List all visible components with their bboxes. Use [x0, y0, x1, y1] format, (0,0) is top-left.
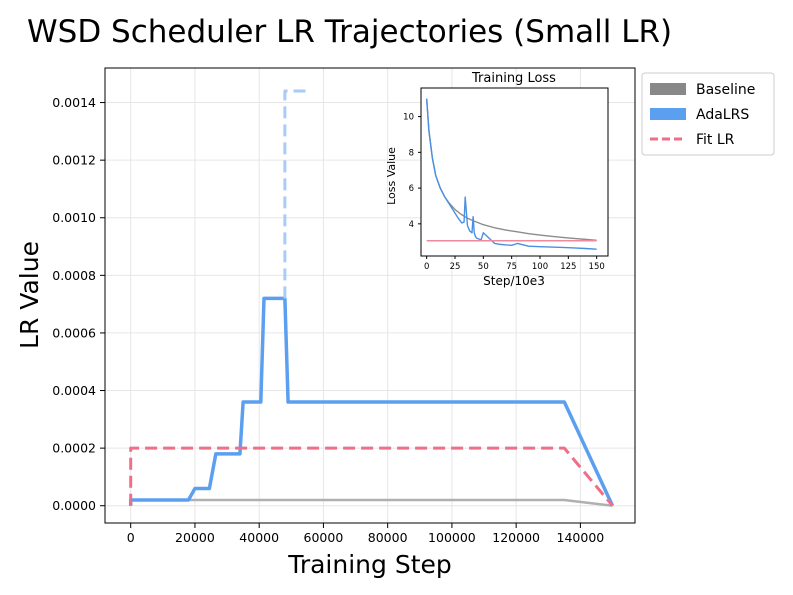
- y-tick-label: 0.0012: [52, 153, 96, 168]
- x-tick-label: 140000: [557, 530, 605, 545]
- x-axis-label: Training Step: [287, 550, 452, 579]
- x-tick-label: 40000: [239, 530, 279, 545]
- x-tick-label: 125: [560, 262, 576, 272]
- main-plot-area: [128, 89, 615, 507]
- x-tick-label: 80000: [368, 530, 408, 545]
- x-tick-label: 120000: [492, 530, 540, 545]
- legend: Baseline AdaLRS Fit LR: [641, 72, 775, 156]
- x-tick-label: 75: [506, 262, 517, 272]
- y-tick-label: 0.0006: [52, 325, 96, 340]
- inset-background: [421, 88, 608, 256]
- inset-chart: 0 25 50 75 100 125 150 4 6 8 10 Training Loss Ste…: [385, 71, 609, 288]
- y-tick-label: 4: [409, 220, 414, 230]
- series-line-fit-lr: [129, 446, 614, 507]
- series-line-adalrs: [128, 296, 615, 507]
- main-y-axis: 0.0000 0.0002 0.0004 0.0006 0.0008 0.0010 0.00…: [52, 95, 105, 513]
- y-tick-label: 0.0008: [52, 268, 96, 283]
- x-tick-label: 0: [127, 530, 135, 545]
- inset-title: Training Loss: [471, 71, 556, 86]
- inset-plot-area: [425, 98, 597, 250]
- y-tick-label: 0.0010: [52, 210, 96, 225]
- inset-y-axis: 4 6 8 10: [403, 113, 421, 230]
- y-tick-label: 6: [409, 184, 414, 194]
- legend-swatch-baseline: [650, 83, 686, 95]
- main-axes-frame: [104, 67, 636, 524]
- legend-swatch-adalrs: [650, 108, 686, 120]
- series-line-adalrs-explored: [283, 89, 308, 299]
- y-tick-label: 0.0004: [52, 383, 96, 398]
- main-x-axis: 0 20000 40000 60000 80000 100000 120000 140000: [127, 523, 605, 545]
- y-tick-label: 0.0000: [52, 498, 96, 513]
- x-tick-label: 100000: [428, 530, 476, 545]
- legend-label-adalrs: AdaLRS: [696, 107, 749, 123]
- inset-y-axis-label: Loss Value: [385, 147, 398, 205]
- x-tick-label: 150: [589, 262, 605, 272]
- x-tick-label: 20000: [175, 530, 215, 545]
- y-tick-label: 8: [409, 148, 414, 158]
- x-tick-label: 60000: [304, 530, 344, 545]
- inset-axes-frame: [420, 87, 609, 257]
- series-line-baseline: [129, 498, 613, 507]
- inset-x-axis: 0 25 50 75 100 125 150: [424, 256, 605, 272]
- y-tick-label: 10: [403, 113, 414, 123]
- x-tick-label: 0: [424, 262, 429, 272]
- x-tick-label: 100: [532, 262, 548, 272]
- y-tick-label: 0.0002: [52, 441, 96, 456]
- legend-label-baseline: Baseline: [696, 82, 755, 98]
- x-tick-label: 25: [450, 262, 461, 272]
- chart-title: WSD Scheduler LR Trajectories (Small LR): [27, 14, 672, 50]
- legend-label-fit-lr: Fit LR: [696, 132, 735, 148]
- inset-x-axis-label: Step/10e3: [483, 274, 545, 288]
- series-line-adalrs: [425, 98, 597, 250]
- y-axis-label: LR Value: [15, 241, 44, 349]
- x-tick-label: 50: [478, 262, 489, 272]
- y-tick-label: 0.0014: [52, 95, 96, 110]
